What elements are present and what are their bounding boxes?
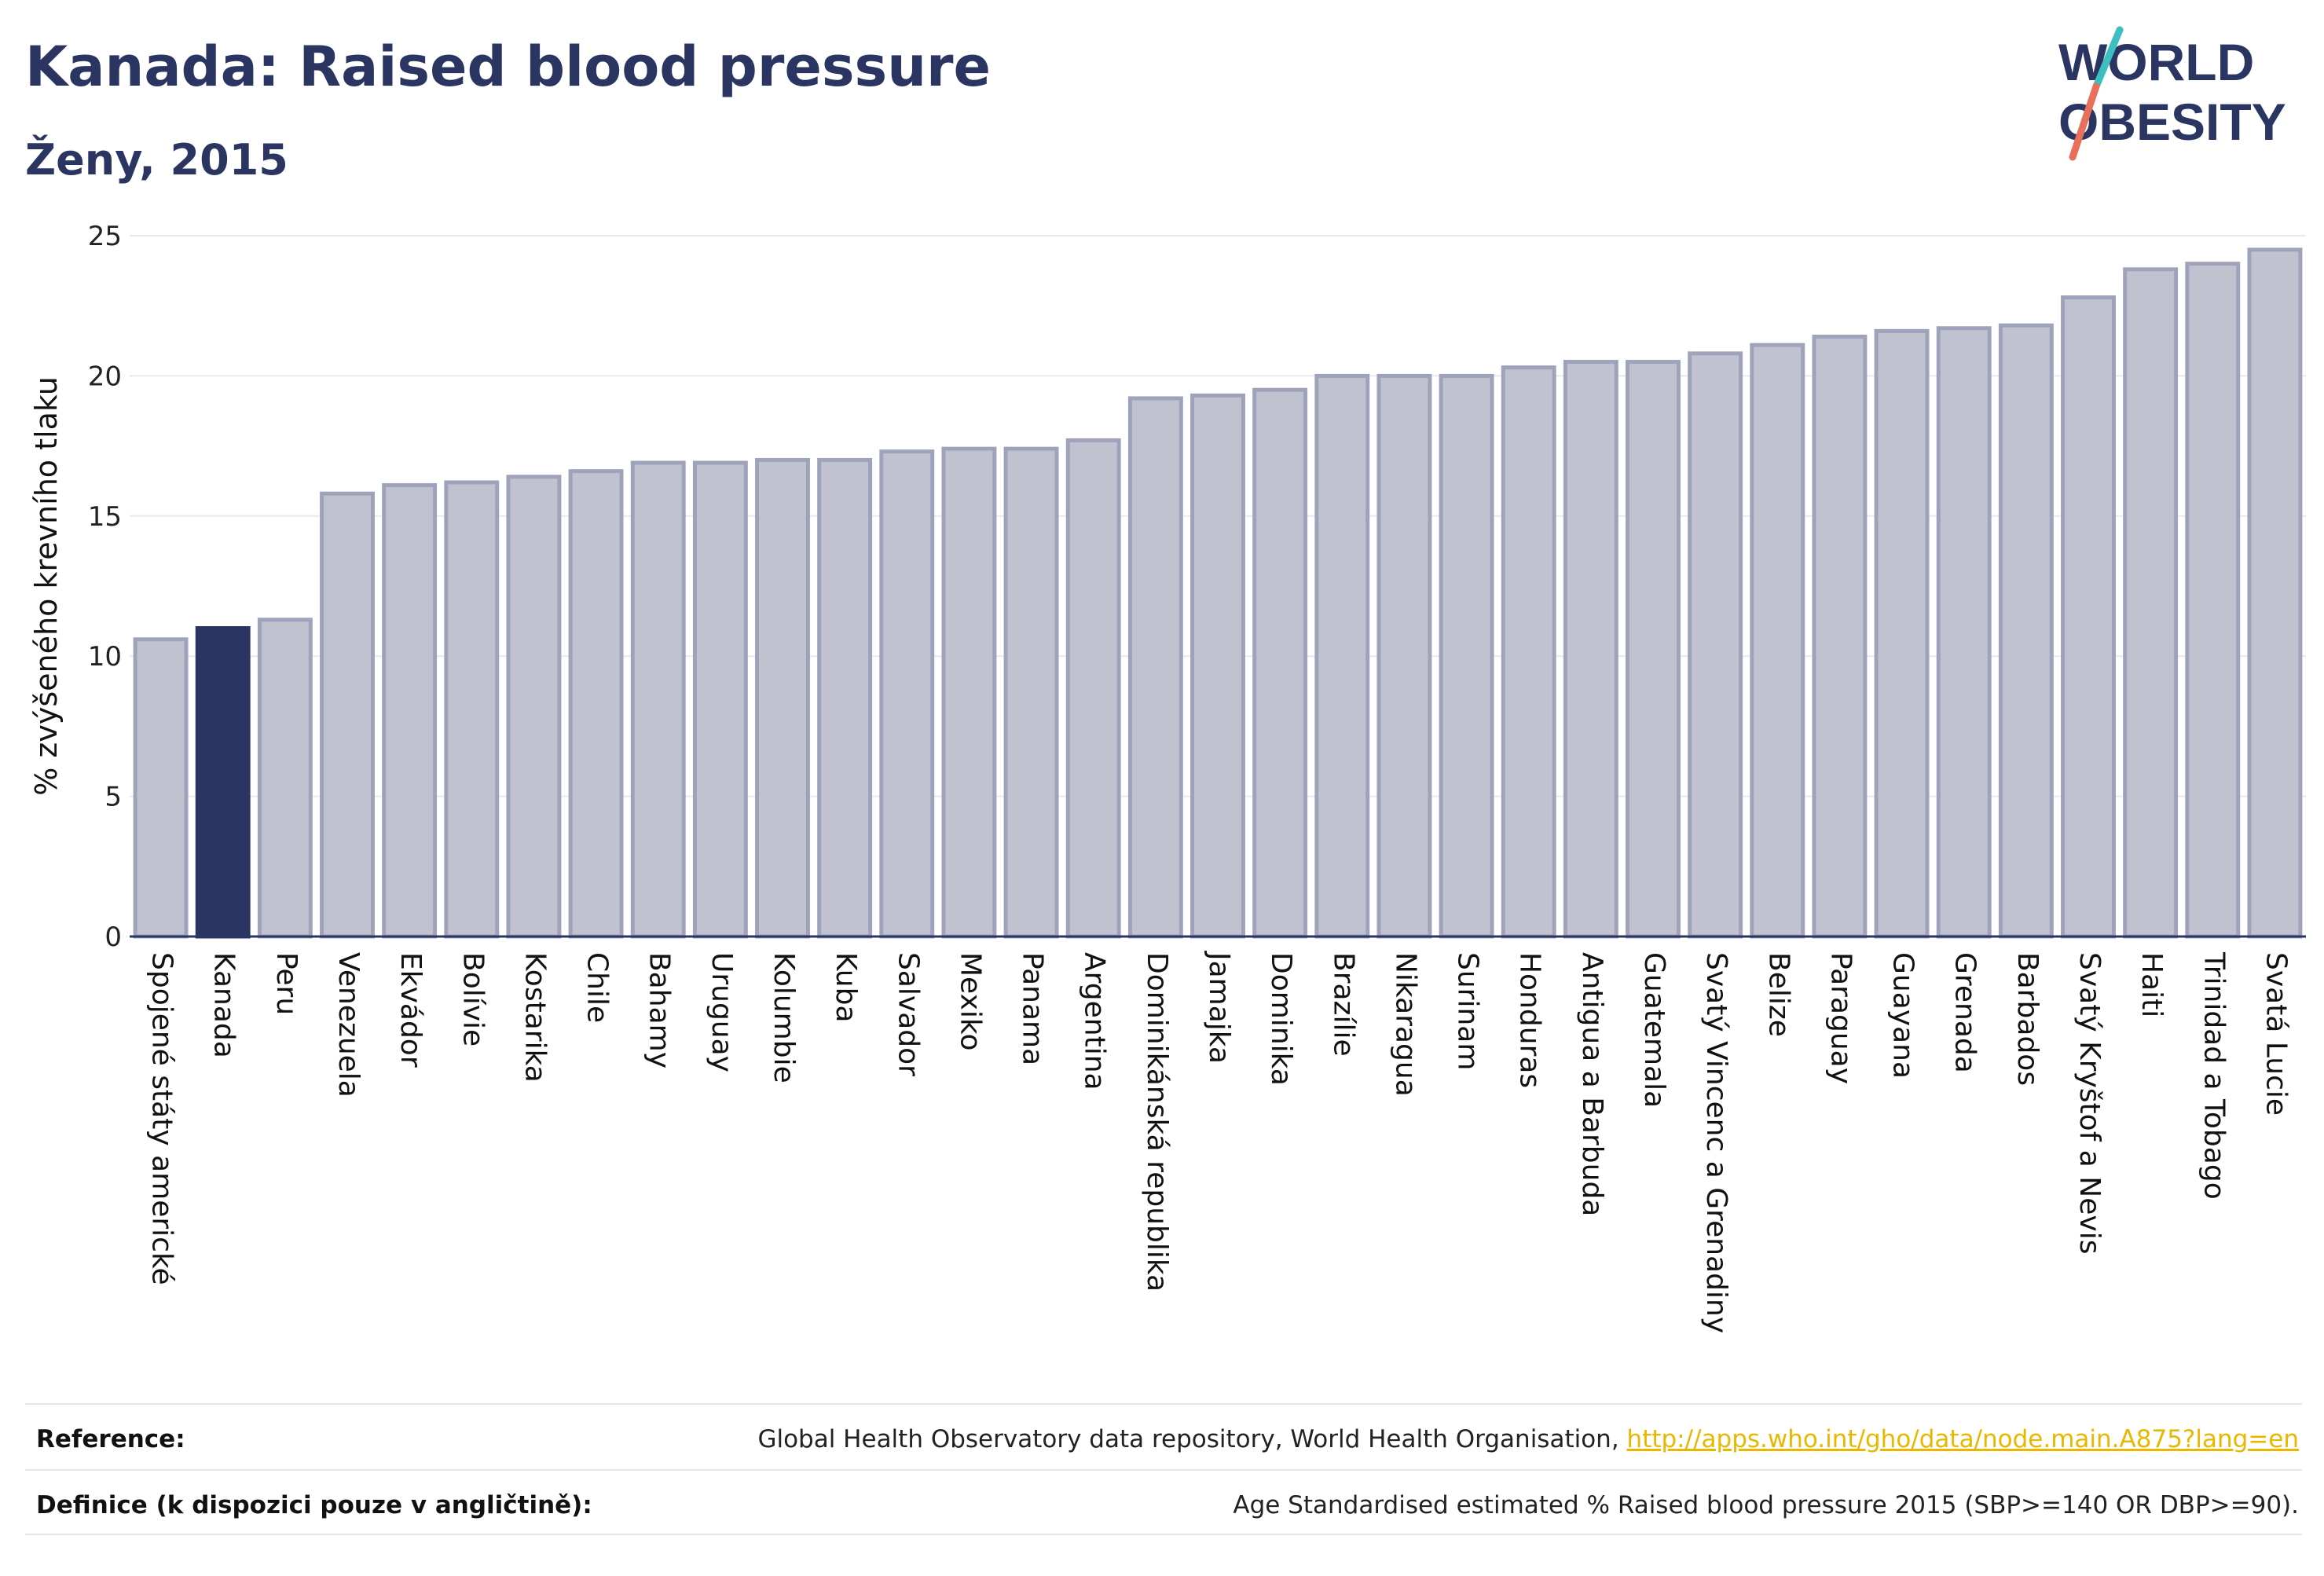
x-tick-label: Trinidad a Tobago xyxy=(2198,951,2230,1200)
bar-kuba xyxy=(817,457,873,939)
bar-chart: 0 5 10 15 20 25 Spojené státy americké Kanada P… xyxy=(29,221,2306,1333)
x-tick-label: Grenada xyxy=(1949,952,1981,1073)
x-tick-label: Jamajka xyxy=(1203,951,1235,1064)
x-tick-label: Peru xyxy=(270,952,302,1015)
bar-brazílie xyxy=(1314,373,1370,939)
x-tick-label: Chile xyxy=(581,952,614,1023)
bar-spojené-státy-americké xyxy=(133,637,189,939)
bar-grenada xyxy=(1936,326,1992,939)
x-tick-label: Uruguay xyxy=(706,952,738,1072)
bar-belize xyxy=(1750,343,1805,939)
reference-link[interactable]: http://apps.who.int/gho/data/node.main.A… xyxy=(1626,1425,2299,1453)
y-axis-ticks: 0 5 10 15 20 25 xyxy=(88,221,122,953)
bar-kanada xyxy=(195,626,251,939)
x-tick-label: Surinam xyxy=(1452,952,1484,1070)
x-tick-label: Svatá Lucie xyxy=(2260,952,2292,1116)
bar-mexiko xyxy=(941,446,997,939)
bar-panama xyxy=(1003,446,1059,939)
page-title: Kanada: Raised blood pressure xyxy=(25,35,992,99)
svg-text:WORLD: WORLD xyxy=(2058,33,2254,91)
bar-svatá-lucie xyxy=(2247,247,2303,939)
bar-venezuela xyxy=(320,491,375,939)
bar-ekvádor xyxy=(382,483,438,939)
x-tick-label: Bolívie xyxy=(456,952,489,1046)
y-tick-label: 10 xyxy=(88,641,122,673)
reference-label: Reference: xyxy=(36,1425,185,1453)
bar-kostarika xyxy=(506,475,562,939)
x-tick-label: Kostarika xyxy=(519,952,551,1083)
bar-jamajka xyxy=(1190,393,1245,939)
world-obesity-logo: WORLD OBESITY xyxy=(2058,26,2286,161)
bar-svatý-vincenc-a-grenadiny xyxy=(1688,351,1743,939)
y-tick-label: 25 xyxy=(88,221,122,252)
x-axis-labels: Spojené státy americké Kanada Peru Venezuel… xyxy=(146,951,2293,1333)
x-tick-label: Argentina xyxy=(1079,952,1111,1090)
x-tick-label: Guayana xyxy=(1887,952,1919,1079)
x-tick-label: Guatemala xyxy=(1638,952,1670,1108)
bar-trinidad-a-tobago xyxy=(2185,262,2241,939)
y-tick-label: 0 xyxy=(104,922,122,953)
bar-dominika xyxy=(1252,387,1308,939)
bar-bahamy xyxy=(630,460,686,939)
x-tick-label: Haiti xyxy=(2135,952,2168,1017)
bar-svatý-kryštof-a-nevis xyxy=(2061,295,2116,939)
reference-source: Global Health Observatory data repositor… xyxy=(757,1425,1627,1453)
x-tick-label: Antigua a Barbuda xyxy=(1576,952,1608,1216)
x-tick-label: Belize xyxy=(1762,952,1794,1037)
bar-paraguay xyxy=(1812,334,1868,939)
y-tick-label: 20 xyxy=(88,361,122,392)
x-tick-label: Svatý Vincenc a Grenadiny xyxy=(1700,952,1732,1333)
x-tick-label: Kuba xyxy=(830,952,862,1023)
definition-text: Age Standardised estimated % Raised bloo… xyxy=(1233,1491,2299,1519)
bar-nikaragua xyxy=(1376,373,1432,939)
bar-chile xyxy=(568,469,624,939)
x-tick-label: Dominikánská republika xyxy=(1141,952,1173,1292)
bar-guayana xyxy=(1874,328,1930,939)
page-subtitle: Ženy, 2015 xyxy=(25,135,288,185)
x-tick-label: Kolumbie xyxy=(768,952,800,1083)
x-tick-label: Kanada xyxy=(208,952,240,1058)
bar-haiti xyxy=(2123,267,2179,939)
y-tick-label: 15 xyxy=(88,501,122,533)
bar-surinam xyxy=(1439,373,1494,939)
svg-text:OBESITY: OBESITY xyxy=(2058,93,2286,151)
footer-divider-middle xyxy=(25,1469,2302,1471)
bar-uruguay xyxy=(692,460,748,939)
bar-antigua-a-barbuda xyxy=(1563,360,1618,939)
bar-peru xyxy=(257,618,313,939)
bars xyxy=(133,247,2303,939)
x-tick-label: Svatý Kryštof a Nevis xyxy=(2073,952,2106,1254)
x-tick-label: Mexiko xyxy=(954,952,986,1050)
x-tick-label: Dominika xyxy=(1265,952,1297,1086)
x-tick-label: Venezuela xyxy=(332,952,365,1098)
footer-divider-top xyxy=(25,1403,2302,1405)
bar-argentina xyxy=(1065,438,1121,939)
bar-bolívie xyxy=(444,480,500,939)
reference-text: Global Health Observatory data repositor… xyxy=(757,1425,2299,1453)
x-tick-label: Paraguay xyxy=(1824,952,1857,1084)
bar-dominikánská-republika xyxy=(1127,396,1183,939)
x-tick-label: Bahamy xyxy=(643,952,676,1068)
bar-kolumbie xyxy=(755,457,810,939)
x-tick-label: Ekvádor xyxy=(394,952,427,1068)
y-tick-label: 5 xyxy=(104,782,122,813)
x-tick-label: Honduras xyxy=(1514,952,1546,1088)
x-tick-label: Brazílie xyxy=(1327,952,1359,1057)
definition-label: Definice (k dispozici pouze v angličtině… xyxy=(36,1491,592,1519)
x-tick-label: Salvador xyxy=(892,952,924,1076)
bar-salvador xyxy=(879,449,935,939)
y-axis-label: % zvýšeného krevního tlaku xyxy=(29,376,64,796)
bar-honduras xyxy=(1501,365,1556,939)
x-tick-label: Panama xyxy=(1017,952,1049,1065)
x-tick-label: Nikaragua xyxy=(1389,952,1421,1097)
footer-divider-bottom xyxy=(25,1534,2302,1535)
x-tick-label: Barbados xyxy=(2011,952,2044,1086)
x-tick-label: Spojené státy americké xyxy=(146,952,178,1285)
bar-guatemala xyxy=(1626,360,1681,939)
bar-barbados xyxy=(1998,323,2054,939)
